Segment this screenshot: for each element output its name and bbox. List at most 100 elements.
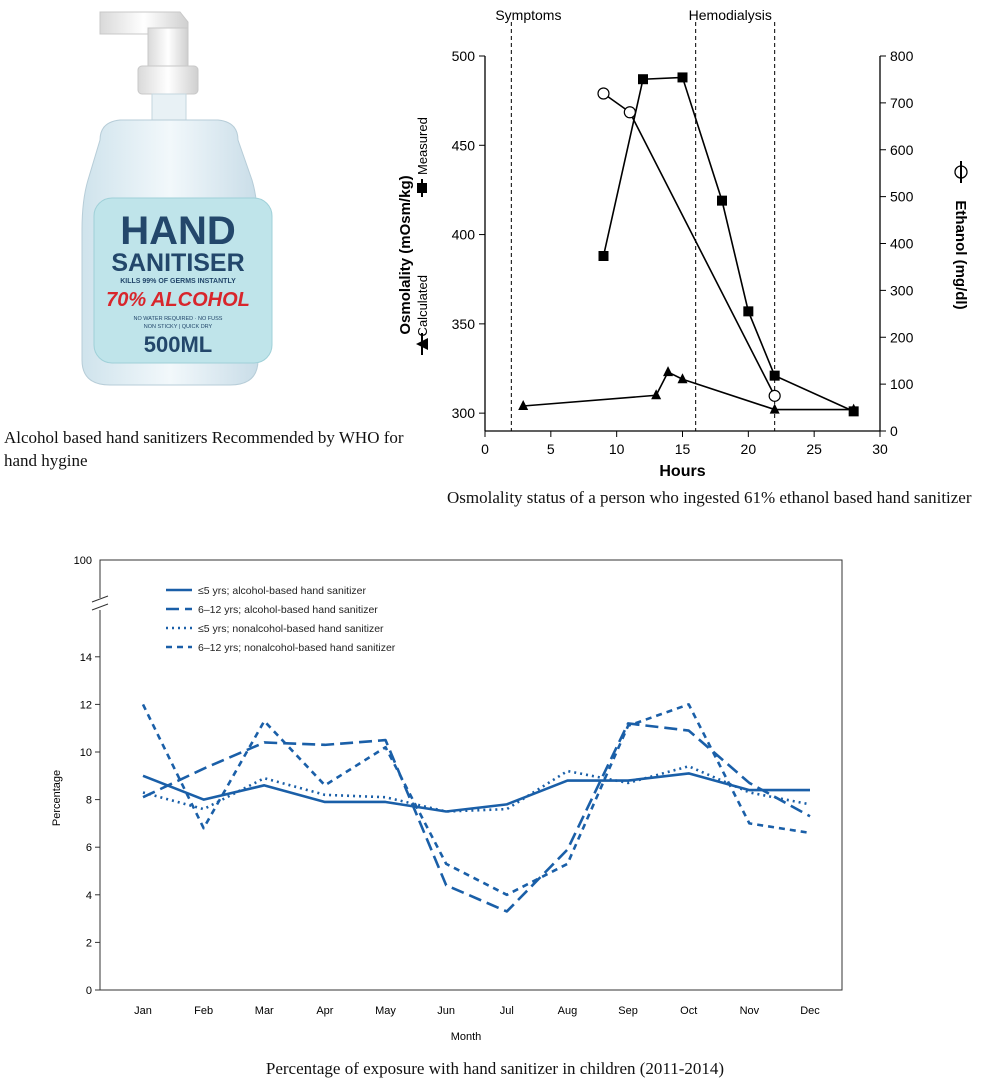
y-tick-label: 0 xyxy=(86,985,92,997)
legend-label: 6–12 yrs; alcohol-based hand sanitizer xyxy=(198,604,378,616)
calculated-legend-label: Calculated xyxy=(415,275,430,336)
right-y-tick-label: 300 xyxy=(890,282,914,298)
right-y-tick-label: 800 xyxy=(890,48,914,64)
calculated-point xyxy=(677,373,688,384)
x-tick-label: Sep xyxy=(618,1005,638,1017)
axis-break-mark xyxy=(91,595,109,603)
y-tick-label: 12 xyxy=(80,699,92,711)
x-tick-label: Jan xyxy=(134,1005,152,1017)
x-tick-label: 10 xyxy=(609,441,625,457)
left-y-tick-label: 400 xyxy=(452,227,476,243)
exposure-chart-svg: 100 0 2 4 6 8 10 12 14 Jan Feb Mar Apr May Jun Jul Aug Se… xyxy=(51,555,843,1043)
measured-legend-label: Measured xyxy=(415,117,430,175)
bottle-tagline: KILLS 99% OF GERMS INSTANTLY xyxy=(120,278,236,285)
left-axis-title-group: Osmolality (mOsm/kg)Measured Calculated xyxy=(397,117,430,355)
right-y-tick-label: 200 xyxy=(890,329,914,345)
calculated-point xyxy=(848,403,859,414)
ethanol-point xyxy=(768,389,781,402)
right-y-tick-label: 100 xyxy=(890,376,914,392)
x-tick-label: 15 xyxy=(675,441,691,457)
right-y-tick-label: 700 xyxy=(890,95,914,111)
x-tick-label: Jun xyxy=(437,1005,455,1017)
right-y-tick-label: 500 xyxy=(890,189,914,205)
x-tick-label: Apr xyxy=(316,1005,333,1017)
x-tick-label: Aug xyxy=(558,1005,578,1017)
y-tick-label: 8 xyxy=(86,795,92,807)
bottle-brand-line2: SANITISER xyxy=(111,249,244,277)
bottle-caption: Alcohol based hand sanitizers Recommende… xyxy=(4,428,404,470)
x-tick-label: Feb xyxy=(194,1005,213,1017)
bottle-alcohol: 70% ALCOHOL xyxy=(106,289,250,311)
x-axis-title: Month xyxy=(451,1031,482,1043)
y-tick-label-100: 100 xyxy=(74,555,92,567)
right-axis-title-group: Ethanol (mg/dl) xyxy=(952,161,969,310)
series-line-4 xyxy=(141,703,811,897)
left-y-tick-label: 500 xyxy=(452,48,476,64)
measured-point xyxy=(677,72,688,83)
hemodialysis-label: Hemodialysis xyxy=(689,7,772,23)
x-tick-label: Oct xyxy=(680,1005,697,1017)
measured-point xyxy=(638,74,648,85)
x-tick-label: Nov xyxy=(740,1005,760,1017)
bottle-small-text-2: NON STICKY | QUICK DRY xyxy=(144,324,213,330)
right-y-tick-label: 600 xyxy=(890,142,914,158)
osmolality-chart: 0 5 10 15 20 25 30 300 350 400 450 500 0 100 200 300 400… xyxy=(380,0,990,540)
right-y-tick-label: 0 xyxy=(890,423,898,439)
measured-point xyxy=(717,195,727,206)
plot-frame xyxy=(99,559,843,991)
series-line-measured xyxy=(602,76,854,413)
y-tick-label: 2 xyxy=(86,937,92,949)
legend-label: ≤5 yrs; nonalcohol-based hand sanitizer xyxy=(198,623,384,635)
calculated-point xyxy=(518,400,529,410)
exposure-chart-caption: Percentage of exposure with hand sanitiz… xyxy=(265,1059,725,1078)
y-axis-title: Percentage xyxy=(51,770,63,826)
right-axis-title: Ethanol (mg/dl) xyxy=(952,200,969,309)
left-y-tick-label: 300 xyxy=(452,405,476,421)
x-tick-label: 5 xyxy=(547,441,555,457)
bottle-panel: HAND SANITISER KILLS 99% OF GERMS INSTAN… xyxy=(0,0,420,485)
x-tick-label: 0 xyxy=(481,441,489,457)
y-tick-label: 4 xyxy=(86,890,92,902)
bottle-label xyxy=(93,197,273,364)
pump-stem xyxy=(147,27,189,69)
sanitizer-bottle-image: HAND SANITISER KILLS 99% OF GERMS INSTAN… xyxy=(81,11,273,386)
bottle-small-text-1: NO WATER REQUIRED · NO FUSS xyxy=(134,316,223,322)
exposure-chart: 100 0 2 4 6 8 10 12 14 Jan Feb Mar Apr May Jun Jul Aug Se… xyxy=(0,540,990,1060)
series-line-1 xyxy=(142,772,810,813)
measured-point xyxy=(769,370,780,381)
series-line-calculated xyxy=(523,371,854,411)
x-tick-label: 25 xyxy=(806,441,822,457)
series-line-2 xyxy=(142,722,811,913)
bottle-brand-line1: HAND xyxy=(120,209,236,253)
x-tick-label: May xyxy=(375,1005,396,1017)
legend-label: ≤5 yrs; alcohol-based hand sanitizer xyxy=(198,585,367,597)
osmolality-chart-svg: 0 5 10 15 20 25 30 300 350 400 450 500 0 100 200 300 400… xyxy=(397,7,969,480)
ethanol-point xyxy=(597,87,610,100)
x-axis-title: Hours xyxy=(659,463,705,480)
x-tick-label: Mar xyxy=(255,1005,274,1017)
series-line-3 xyxy=(142,764,811,813)
symptoms-label: Symptoms xyxy=(495,7,561,23)
y-tick-label: 14 xyxy=(80,652,92,664)
x-tick-label: Jul xyxy=(500,1005,514,1017)
ethanol-point xyxy=(623,106,636,119)
x-tick-label: Dec xyxy=(800,1005,820,1017)
bottle-neck xyxy=(151,93,187,125)
calculated-point xyxy=(651,389,662,400)
left-y-tick-label: 450 xyxy=(452,137,476,153)
x-tick-label: 20 xyxy=(741,441,757,457)
left-axis-title: Osmolality (mOsm/kg) xyxy=(397,175,414,334)
measured-point xyxy=(598,251,609,261)
right-y-tick-label: 400 xyxy=(890,236,914,252)
x-tick-label: 30 xyxy=(872,441,888,457)
y-tick-label: 10 xyxy=(80,747,92,759)
legend-label: 6–12 yrs; nonalcohol-based hand sanitize… xyxy=(198,642,396,654)
calculated-point xyxy=(769,403,780,414)
osmolality-chart-caption: Osmolality status of a person who ingest… xyxy=(447,488,972,507)
bottle-volume: 500ML xyxy=(144,332,212,357)
pump-collar xyxy=(137,65,199,95)
axis-break-mark xyxy=(91,603,109,611)
left-y-tick-label: 350 xyxy=(452,316,476,332)
calculated-point xyxy=(663,366,674,377)
y-tick-label: 6 xyxy=(86,842,92,854)
